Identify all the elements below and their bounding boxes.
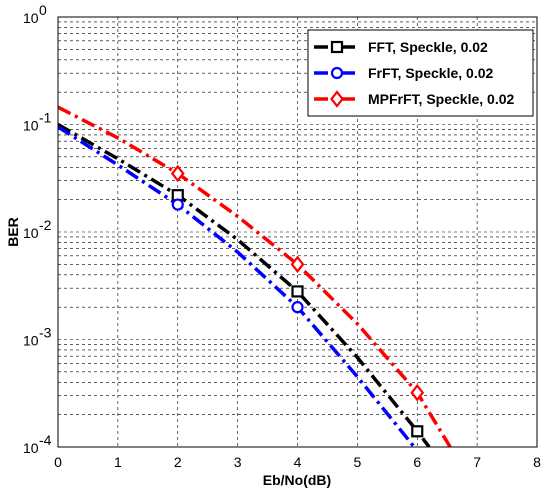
series-markers: [170, 164, 425, 438]
y-tick-exponent: 0: [39, 2, 47, 18]
series-2-point: [290, 255, 305, 274]
series-0-point: [291, 285, 304, 298]
x-tick-label: 0: [54, 454, 62, 470]
y-tick-label: 10: [23, 333, 39, 349]
y-tick-label: 10: [23, 10, 39, 26]
y-tick-exponent: -4: [39, 432, 52, 448]
y-tick-label: 10: [23, 440, 39, 456]
x-tick-label: 5: [353, 454, 361, 470]
legend-label: MPFrFT, Speckle, 0.02: [368, 91, 514, 107]
x-tick-label: 1: [114, 454, 122, 470]
series-0-point: [411, 425, 424, 438]
series-line-1: [58, 125, 416, 447]
series-line-2: [58, 105, 452, 447]
x-ticks: 0 1 2 3 4 5 6 7 8: [54, 454, 541, 470]
x-tick-label: 8: [533, 454, 541, 470]
x-tick-label: 7: [473, 454, 481, 470]
plot-frame: [57, 16, 538, 448]
x-tick-label: 6: [413, 454, 421, 470]
series-1-point: [291, 301, 304, 314]
legend-swatch-marker: [330, 40, 344, 54]
legend: FFT, Speckle, 0.02 FrFT, Speckle, 0.02 MPF…: [307, 29, 534, 117]
grid: [58, 17, 537, 447]
y-tick-exponent: -2: [39, 217, 52, 233]
legend-swatch-marker: [330, 90, 344, 108]
series-line-0: [58, 122, 431, 447]
legend-label: FrFT, Speckle, 0.02: [368, 65, 493, 81]
x-tick-label: 3: [234, 454, 242, 470]
series-2-point: [170, 164, 185, 183]
y-tick-exponent: -1: [39, 110, 52, 126]
series-2-point: [410, 383, 425, 402]
y-tick-label: 10: [23, 118, 39, 134]
legend-swatch-marker: [330, 66, 344, 80]
x-axis-label: Eb/No(dB): [263, 472, 331, 488]
series-lines: [58, 105, 452, 447]
x-tick-label: 2: [174, 454, 182, 470]
y-tick-exponent: -3: [39, 325, 52, 341]
x-tick-label: 4: [294, 454, 302, 470]
y-tick-label: 10: [23, 225, 39, 241]
legend-label: FFT, Speckle, 0.02: [368, 39, 488, 55]
series-1-point: [171, 198, 184, 211]
y-axis-label: BER: [5, 217, 21, 247]
